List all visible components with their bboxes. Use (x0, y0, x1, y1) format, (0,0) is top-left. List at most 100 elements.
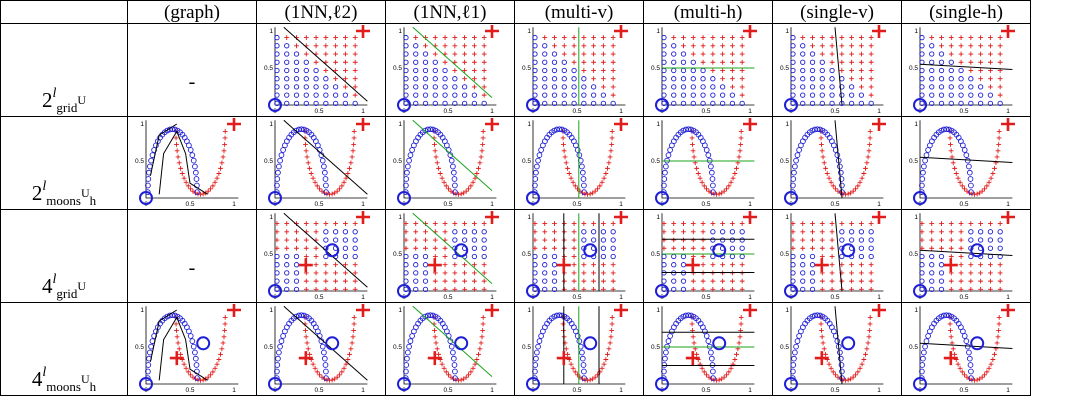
blue-point (581, 92, 587, 98)
row-label-sub: grid (56, 286, 78, 301)
red-point (982, 186, 987, 192)
blue-point (194, 375, 200, 381)
blue-point (960, 328, 966, 335)
blue-point (919, 270, 925, 276)
plot-cell: 0 0.5 0.5 1 1 (385, 116, 515, 210)
blue-point (600, 92, 607, 98)
x-tick-label: 1 (1006, 201, 1010, 208)
red-point (716, 191, 722, 197)
red-point (481, 278, 487, 284)
blue-point (538, 333, 544, 339)
red-point (819, 286, 825, 292)
blue-point (561, 76, 567, 82)
blue-point (819, 84, 825, 90)
red-point (480, 142, 486, 147)
red-point (601, 51, 606, 57)
axis-line (661, 27, 755, 106)
red-point (864, 160, 870, 166)
blue-point (919, 176, 926, 182)
red-point (434, 160, 440, 166)
blue-point (542, 84, 548, 90)
plot-cell: 0 0.5 0.5 1 1 (514, 23, 644, 117)
blue-point (532, 92, 538, 98)
blue-point (313, 100, 319, 107)
red-point (997, 278, 1003, 284)
plot-cell: 0 0.5 0.5 1 1 (901, 302, 1031, 396)
blue-point (793, 343, 799, 350)
red-point (867, 328, 873, 333)
blue-point (685, 126, 692, 133)
blue-point (403, 92, 409, 98)
blue-point (968, 182, 974, 189)
red-point (859, 262, 864, 268)
blue-point (600, 100, 607, 107)
plot-group: 0 0.50.511 (909, 211, 1015, 301)
blue-point (690, 76, 696, 82)
blue-point (688, 126, 694, 133)
red-point (730, 286, 735, 292)
labeled-blue-point (712, 336, 727, 351)
blue-point (685, 312, 692, 319)
blue-point (556, 312, 563, 319)
blue-point (919, 278, 925, 284)
blue-point (471, 253, 478, 260)
red-point (997, 84, 1003, 90)
red-point (839, 278, 845, 284)
red-point (333, 270, 339, 276)
row-4-moons: 4lmoonsUh 0 0.5 0.5 1 1 0 0.5 0.5 1 1 0 0.5 0.5 1 1 0 0.5… (0, 302, 1031, 396)
red-point (590, 376, 596, 382)
red-point (739, 35, 745, 40)
blue-point (702, 142, 708, 149)
red-point (542, 245, 548, 251)
red-point (955, 361, 961, 367)
red-point (352, 51, 358, 57)
red-point (532, 237, 538, 243)
blue-point (406, 157, 412, 164)
red-point (736, 154, 742, 160)
y-tick-label: 1 (140, 307, 144, 314)
blue-point (323, 375, 329, 381)
axis-line (919, 27, 1013, 106)
red-point (690, 35, 696, 40)
labeled-red-point (943, 351, 958, 366)
red-point (710, 51, 716, 57)
red-point (700, 35, 706, 40)
red-point (988, 43, 993, 49)
scatter-plot: 0 0.50.511 (393, 304, 499, 394)
blue-point (920, 355, 926, 362)
red-point (284, 221, 290, 226)
scatter-plot: 0 0.50.511 (522, 211, 628, 301)
red-point (452, 51, 458, 57)
red-point (610, 76, 616, 82)
labeled-red-point (485, 25, 499, 38)
red-point (313, 254, 319, 259)
red-point (174, 328, 179, 333)
red-point (462, 221, 468, 226)
blue-point (332, 229, 339, 235)
blue-point (284, 270, 290, 276)
blue-point (838, 362, 845, 368)
red-point (442, 278, 448, 284)
red-point (462, 35, 468, 40)
red-point (352, 76, 358, 82)
blue-point (581, 76, 587, 82)
blue-point (190, 157, 197, 164)
blue-point (858, 237, 865, 243)
red-point (948, 334, 954, 340)
red-point (859, 35, 864, 40)
red-point (997, 59, 1003, 65)
blue-point (790, 362, 797, 368)
red-point (819, 278, 825, 284)
red-point (739, 262, 745, 268)
blue-point (452, 182, 458, 189)
red-point (610, 92, 616, 98)
red-point (452, 35, 458, 40)
column-header: (1NN,ℓ1) (385, 0, 515, 24)
blue-point (551, 92, 558, 98)
red-point (432, 245, 438, 251)
red-point (310, 175, 316, 181)
red-point (690, 286, 696, 292)
labeled-red-point (743, 25, 757, 38)
red-point (810, 245, 815, 251)
blue-point (661, 253, 667, 260)
